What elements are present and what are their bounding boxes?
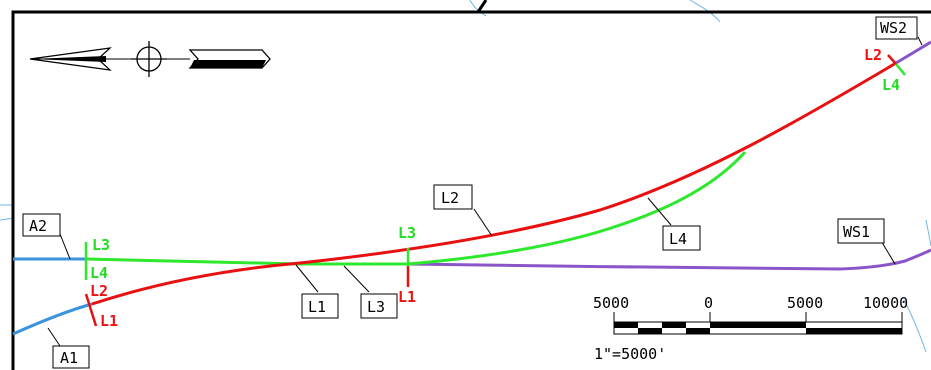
station-left-l2: L2: [90, 282, 108, 300]
alignment-red: [91, 61, 897, 306]
callout-l2: L2: [433, 184, 473, 210]
sheet-border: [11, 10, 931, 370]
callout-ws2: WS2: [875, 16, 918, 40]
scale-tick-label-4: 10000: [863, 294, 908, 312]
callout-ws2-text: WS2: [880, 19, 907, 37]
tick-right-green: [895, 63, 906, 76]
tick-left-red: [84, 293, 98, 327]
callout-l2-text: L2: [441, 189, 459, 207]
callout-l4-text: L4: [669, 230, 687, 248]
scale-note: 1"=5000': [594, 345, 666, 363]
alignment-a1-blue: [12, 302, 93, 336]
top-border-notch: [476, 0, 488, 13]
station-mid-l1: L1: [398, 288, 416, 306]
station-mid-l3: L3: [398, 224, 416, 242]
scale-bar: 5000 0 5000 10000 1"=5000': [593, 294, 908, 363]
crosshair-icon: [131, 41, 167, 77]
callout-ws1-text: WS1: [843, 223, 870, 241]
callout-l1: L1: [301, 293, 339, 319]
alignment-green: [85, 151, 747, 266]
station-right-l2: L2: [864, 46, 882, 64]
station-left-l3: L3: [92, 236, 110, 254]
scale-tick-label-2: 0: [704, 294, 713, 312]
north-arrow-icon: [29, 47, 271, 71]
alignment-purple-ws2: [895, 40, 931, 65]
callout-a2-text: A2: [29, 217, 47, 235]
station-left-l4: L4: [90, 264, 108, 282]
background-contours: [0, 0, 931, 353]
callout-leaders: [47, 36, 923, 347]
callout-l3: L3: [360, 293, 398, 319]
callout-l1-text: L1: [308, 298, 326, 316]
callout-a2: A2: [22, 213, 61, 237]
callout-a1: A1: [52, 345, 90, 369]
station-right-l4: L4: [882, 76, 900, 94]
scale-tick-label-1: 5000: [593, 294, 629, 312]
station-left-l1: L1: [100, 312, 118, 330]
callout-l3-text: L3: [367, 298, 385, 316]
tick-right-red: [887, 54, 897, 65]
callout-l4: L4: [662, 225, 701, 251]
scale-tick-label-3: 5000: [787, 294, 823, 312]
callout-a1-text: A1: [60, 349, 78, 367]
callout-ws1: WS1: [837, 218, 885, 244]
alignment-purple: [407, 248, 931, 271]
